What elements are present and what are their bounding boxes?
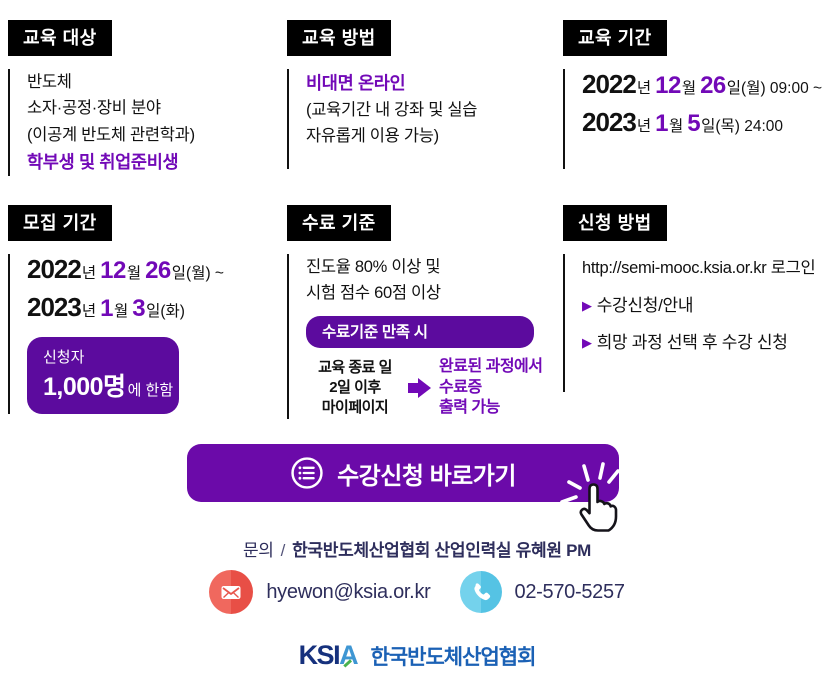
apply-url[interactable]: http://semi-mooc.ksia.or.kr <box>582 259 767 277</box>
applicant-limit-box: 신청자 1,000명 에 한함 <box>27 337 179 414</box>
triangle-bullet-icon: ▶ <box>582 298 592 313</box>
end-day-detail: 일(화) <box>146 303 185 320</box>
badge-apply: 신청 방법 <box>563 205 667 241</box>
email-icon <box>209 570 254 614</box>
end-year: 2023 <box>582 107 637 137</box>
start-month-label: 월 <box>126 265 142 282</box>
start-year-label: 년 <box>81 265 97 282</box>
edu-method-line: 자유롭게 이용 가능) <box>306 127 439 146</box>
limit-label: 신청자 <box>43 349 85 366</box>
badge-edu-target: 교육 대상 <box>8 20 112 56</box>
end-day: 3 <box>132 295 146 322</box>
apply-content: http://semi-mooc.ksia.or.kr 로그인 ▶ 수강신청/안내… <box>563 254 831 392</box>
contact-email: hyewon@ksia.or.kr <box>266 580 431 603</box>
arrow-right-icon <box>408 382 418 393</box>
flow-source: 교육 종료 일 2일 이후 마이페이지 <box>306 358 404 417</box>
completion-condition-pill: 수료기준 만족 시 <box>306 315 534 348</box>
start-day-detail: 일(월) ~ <box>171 265 224 282</box>
end-month-label: 월 <box>113 303 129 320</box>
badge-completion: 수료 기준 <box>287 205 391 241</box>
start-month: 12 <box>655 72 681 99</box>
limit-suffix: 에 한함 <box>127 382 174 399</box>
edu-period-start-date: 2022 년 12 월 26 일(월) 09:00 ~ <box>582 69 831 100</box>
edu-method-content: 비대면 온라인 (교육기간 내 강좌 및 실습 자유롭게 이용 가능) <box>287 69 549 169</box>
enroll-cta-button[interactable]: 수강신청 바로가기 <box>187 444 619 502</box>
apply-url-suffix: 로그인 <box>770 259 816 277</box>
start-day: 26 <box>145 257 171 284</box>
start-year-label: 년 <box>636 80 652 97</box>
edu-method-line: (교육기간 내 강좌 및 실습 <box>306 101 478 119</box>
limit-count: 1,000명 <box>43 373 126 401</box>
recruit-start-date: 2022 년 12 월 26 일(월) ~ <box>27 254 270 285</box>
apply-step-label: 수강신청/안내 <box>596 296 694 315</box>
section-apply: 신청 방법 http://semi-mooc.ksia.or.kr 로그인 ▶ 수… <box>563 205 831 392</box>
flow-source-line: 2일 이후 <box>329 379 381 397</box>
ksia-logo-name: 한국반도체산업협회 <box>370 646 537 669</box>
ksia-logo-abbr: KSIA <box>298 640 359 670</box>
end-month: 1 <box>655 110 668 137</box>
apply-step: ▶ 희망 과정 선택 후 수강 신청 <box>582 328 831 353</box>
completion-line: 시험 점수 60점 이상 <box>306 284 441 303</box>
section-edu-target: 교육 대상 반도체 소자·공정·장비 분야 (이공계 반도체 관련학과) 학부생… <box>8 20 270 177</box>
apply-url-line: http://semi-mooc.ksia.or.kr 로그인 <box>582 254 831 278</box>
contact-row: hyewon@ksia.or.kr 02-570-5257 <box>0 570 834 614</box>
flow-result-line: 출력 가능 <box>439 399 500 417</box>
inquiry-line: 문의 / 한국반도체산업협회 산업인력실 유혜원 PM <box>0 536 834 561</box>
start-day: 26 <box>700 72 726 99</box>
edu-target-line: 소자·공정·장비 분야 <box>27 99 161 118</box>
limit-count-line: 1,000명 에 한함 <box>43 367 179 403</box>
contact-phone: 02-570-5257 <box>514 580 625 603</box>
completion-line: 진도율 80% 이상 및 <box>306 258 441 276</box>
badge-recruit-period: 모집 기간 <box>8 205 112 241</box>
triangle-bullet-icon: ▶ <box>582 335 592 350</box>
start-year: 2022 <box>27 254 82 284</box>
start-year: 2022 <box>582 69 637 99</box>
edu-target-content: 반도체 소자·공정·장비 분야 (이공계 반도체 관련학과) 학부생 및 취업준… <box>8 69 270 177</box>
phone-icon <box>459 571 502 613</box>
edu-target-line: (이공계 반도체 관련학과) <box>27 125 195 144</box>
start-month: 12 <box>100 257 126 284</box>
start-month-label: 월 <box>681 80 697 97</box>
flow-source-line: 마이페이지 <box>321 398 389 416</box>
end-month-label: 월 <box>668 118 684 135</box>
edu-target-highlight: 학부생 및 취업준비생 <box>27 152 179 173</box>
end-month: 1 <box>100 295 113 322</box>
inquiry-separator: / <box>280 541 286 560</box>
flow-result-line: 수료증 <box>439 378 482 396</box>
enroll-cta-label: 수강신청 바로가기 <box>337 462 516 490</box>
edu-target-line: 반도체 <box>27 73 72 91</box>
arrow-right-icon <box>418 377 431 398</box>
completion-flow: 교육 종료 일 2일 이후 마이페이지 완료된 과정에서 수료증 출력 가능 <box>306 357 549 419</box>
end-year-label: 년 <box>636 118 652 135</box>
list-icon <box>290 456 324 490</box>
section-edu-method: 교육 방법 비대면 온라인 (교육기간 내 강좌 및 실습 자유롭게 이용 가능… <box>287 20 549 169</box>
end-year-label: 년 <box>81 303 97 320</box>
start-day-detail: 일(월) 09:00 ~ <box>726 80 823 97</box>
end-year: 2023 <box>27 292 82 322</box>
flow-result: 완료된 과정에서 수료증 출력 가능 <box>439 357 543 419</box>
badge-edu-period: 교육 기간 <box>563 20 667 56</box>
inquiry-contact-person: 한국반도체산업협회 산업인력실 유혜원 PM <box>292 541 592 560</box>
flow-result-line: 완료된 과정에서 <box>439 357 543 375</box>
ksia-logo: KSIA 한국반도체산업협회 <box>0 640 834 671</box>
end-day-detail: 일(목) 24:00 <box>701 118 784 135</box>
edu-method-highlight: 비대면 온라인 <box>306 73 406 93</box>
inquiry-prefix: 문의 <box>242 541 274 560</box>
end-day: 5 <box>687 110 701 137</box>
apply-step-label: 희망 과정 선택 후 수강 신청 <box>596 333 788 352</box>
completion-content: 진도율 80% 이상 및 시험 점수 60점 이상 수료기준 만족 시 교육 종… <box>287 254 549 420</box>
flow-source-line: 교육 종료 일 <box>318 359 392 377</box>
apply-step: ▶ 수강신청/안내 <box>582 291 831 316</box>
click-hand-icon <box>560 462 620 532</box>
section-completion: 수료 기준 진도율 80% 이상 및 시험 점수 60점 이상 수료기준 만족 … <box>287 205 549 420</box>
badge-edu-method: 교육 방법 <box>287 20 391 56</box>
